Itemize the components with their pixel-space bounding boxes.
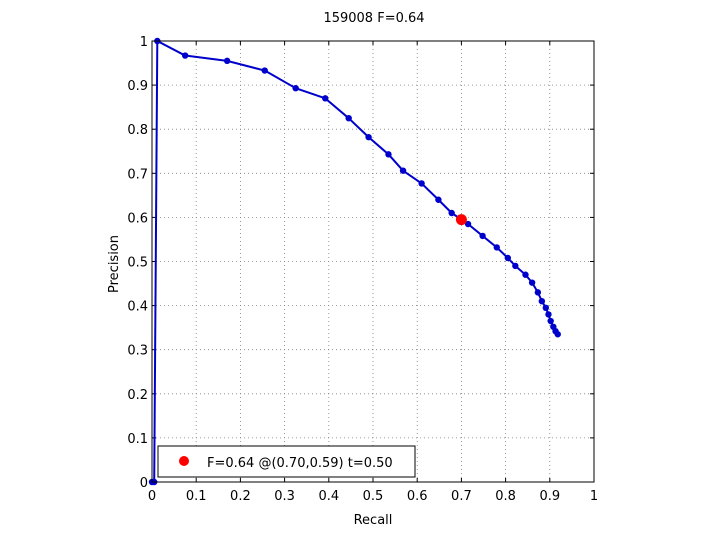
data-point bbox=[522, 271, 529, 278]
legend-box bbox=[157, 445, 416, 478]
y-tick-label: 0 bbox=[140, 476, 148, 491]
x-axis-label: Recall bbox=[354, 513, 393, 528]
y-tick-label: 1 bbox=[140, 35, 148, 50]
data-point bbox=[365, 133, 372, 141]
x-tick-label: 1 bbox=[590, 489, 598, 504]
data-point bbox=[399, 167, 407, 174]
x-tick-label: 0 bbox=[148, 489, 156, 504]
data-point bbox=[261, 67, 268, 74]
x-tick-label: 0.5 bbox=[363, 489, 384, 504]
data-point bbox=[554, 331, 561, 338]
data-point bbox=[479, 232, 486, 240]
data-point bbox=[538, 297, 546, 305]
data-point bbox=[448, 209, 455, 217]
x-tick-label: 0.8 bbox=[495, 489, 516, 504]
legend: F=0.64 @(0.70,0.59) t=0.50 bbox=[157, 445, 416, 478]
data-point bbox=[542, 304, 550, 312]
y-tick-label: 0.8 bbox=[127, 123, 148, 138]
data-point bbox=[464, 220, 472, 228]
data-point bbox=[547, 317, 554, 325]
legend-label: F=0.64 @(0.70,0.59) t=0.50 bbox=[207, 456, 393, 471]
x-tick-label: 0.4 bbox=[318, 489, 339, 504]
data-point bbox=[512, 262, 519, 270]
x-tick-labels: 0 0.1 0.2 0.3 0.4 0.5 0.6 0.7 0.8 0.9 1 bbox=[148, 489, 598, 504]
y-tick-labels: 0 0.1 0.2 0.3 0.4 0.5 0.6 0.7 0.8 0.9 1 bbox=[127, 35, 148, 491]
data-point bbox=[322, 95, 329, 102]
y-tick-label: 0.1 bbox=[127, 432, 148, 447]
y-tick-label: 0.7 bbox=[127, 167, 148, 182]
y-axis-label: Precision bbox=[107, 235, 122, 293]
y-tick-label: 0.4 bbox=[127, 300, 148, 315]
x-tick-label: 0.6 bbox=[407, 489, 428, 504]
x-tick-label: 0.9 bbox=[539, 489, 560, 504]
data-point bbox=[385, 151, 392, 158]
y-tick-label: 0.5 bbox=[127, 256, 148, 271]
grid-lines bbox=[152, 41, 594, 482]
x-tick-label: 0.2 bbox=[230, 489, 251, 504]
x-tick-label: 0.3 bbox=[274, 489, 295, 504]
data-point bbox=[504, 254, 512, 262]
data-point bbox=[292, 84, 299, 92]
data-point bbox=[181, 52, 189, 59]
legend-marker bbox=[179, 456, 189, 466]
x-tick-label: 0.7 bbox=[451, 489, 472, 504]
data-point bbox=[418, 180, 425, 187]
data-point bbox=[528, 279, 536, 286]
x-tick-label: 0.1 bbox=[186, 489, 207, 504]
data-point bbox=[435, 196, 442, 203]
highlight-group bbox=[455, 214, 467, 226]
data-point bbox=[545, 311, 552, 318]
data-point bbox=[534, 289, 542, 296]
y-tick-label: 0.6 bbox=[127, 211, 148, 226]
axes-frame bbox=[151, 40, 595, 483]
y-tick-label: 0.3 bbox=[127, 344, 148, 359]
chart-title: 159008 F=0.64 bbox=[323, 11, 424, 26]
y-tick-label: 0.2 bbox=[127, 388, 148, 403]
data-point bbox=[345, 114, 352, 122]
best-f-point bbox=[455, 214, 467, 226]
y-tick-label: 0.9 bbox=[127, 79, 148, 94]
data-point bbox=[223, 57, 231, 65]
data-point bbox=[493, 244, 500, 251]
